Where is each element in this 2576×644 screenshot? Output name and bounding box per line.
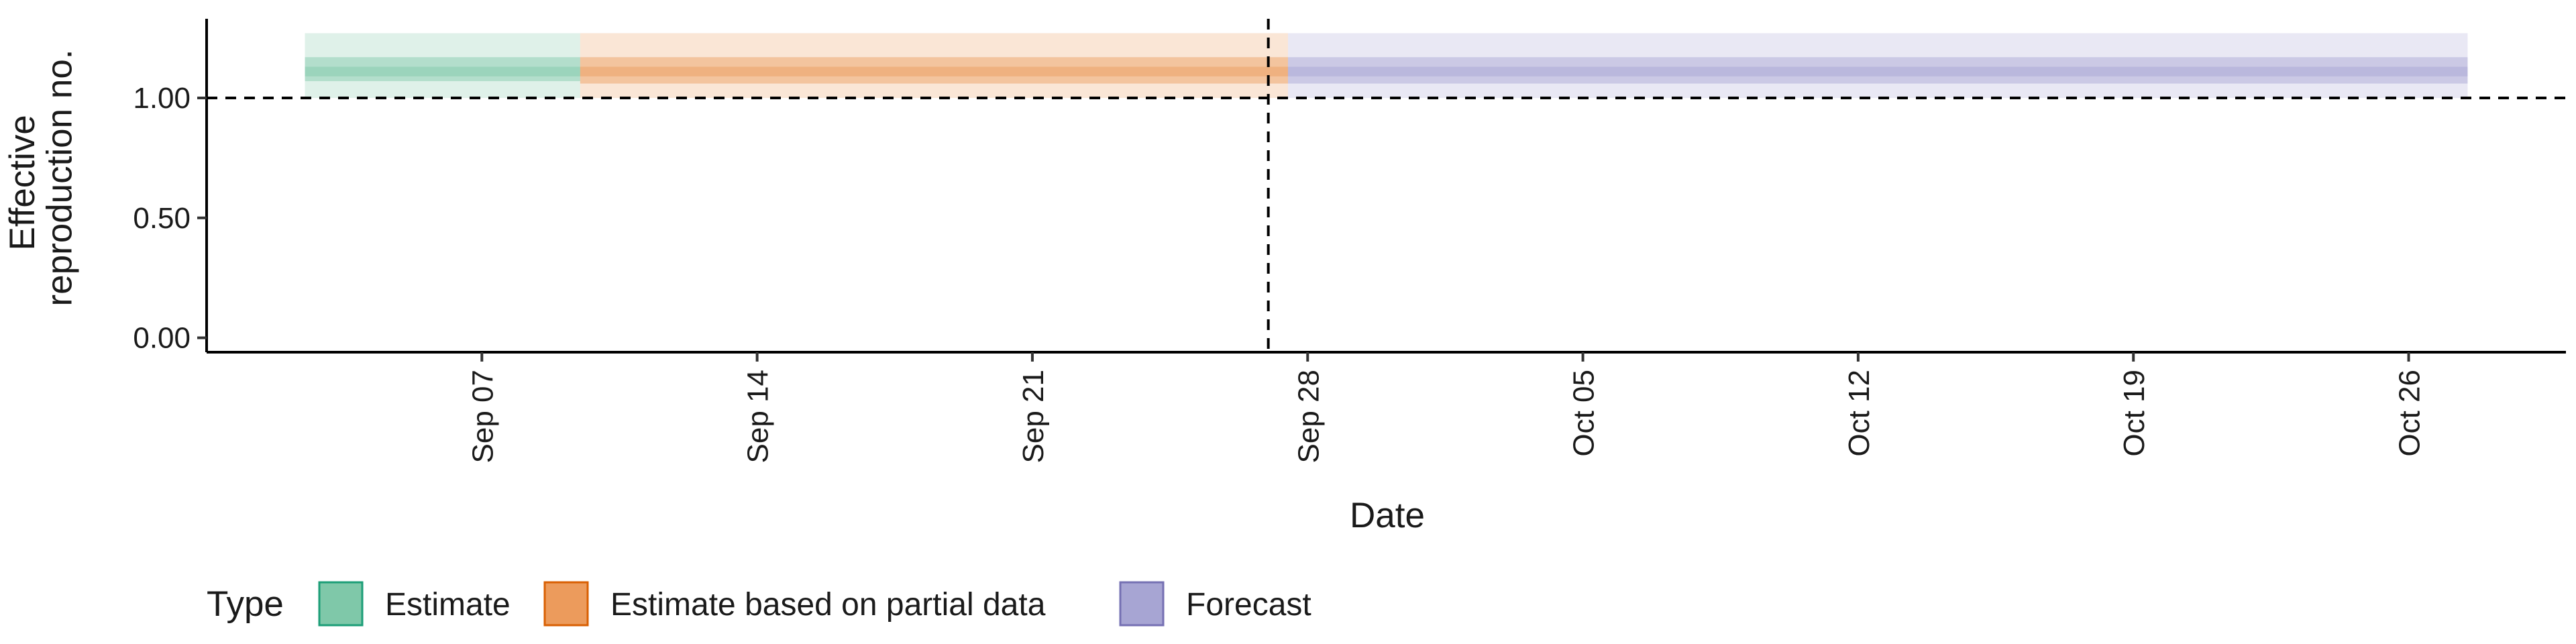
legend-key-partial [543,581,589,627]
y-axis-title-line-1: Effective [3,115,42,250]
y-axis-title: Effective reproduction no. [3,49,80,306]
x-tick-label-1: Sep 14 [742,370,775,463]
x-tick-label-0: Sep 07 [466,370,499,463]
ribbon-estimate-band-3 [305,66,580,76]
ribbon-forecast-band-2 [1287,57,2468,84]
ribbon-forecast-band-3 [1287,66,2468,76]
ribbon-forecast-band-1 [1287,33,2468,98]
x-tick-label-2: Sep 21 [1017,370,1050,463]
legend-title: Type [207,584,284,624]
legend-key-forecast [1119,581,1165,627]
legend-label-estimate: Estimate [385,587,511,623]
x-tick-label-4: Oct 05 [1568,370,1601,457]
legend-label-partial: Estimate based on partial data [610,587,1046,623]
x-tick-label-6: Oct 19 [2118,370,2151,457]
plot-area: 0.00 0.50 1.00 Sep 07 Sep 14 Sep 21 Sep 28 Oct … [133,19,2566,463]
y-tick-label-2: 1.00 [133,82,191,115]
ribbon-estimate-band-1 [305,33,580,98]
y-tick-label-0: 0.00 [133,322,191,355]
x-tick-label-7: Oct 26 [2394,370,2426,457]
legend-key-estimate [318,581,364,627]
y-tick-label-1: 0.50 [133,202,191,235]
legend: Type Estimate Estimate based on partial … [207,581,1311,627]
ribbon-estimate-based-on-partial-data-band-3 [580,66,1288,76]
x-axis-title: Date [1350,496,1425,535]
legend-label-forecast: Forecast [1186,587,1311,623]
y-axis-title-line-2: reproduction no. [40,49,79,306]
x-tick-label-5: Oct 12 [1843,370,1876,457]
x-tick-label-3: Sep 28 [1292,370,1325,463]
ribbon-estimate-band-2 [305,57,580,81]
ribbon-estimate-based-on-partial-data-band-1 [580,33,1288,98]
ribbon-estimate-based-on-partial-data-band-2 [580,57,1288,84]
